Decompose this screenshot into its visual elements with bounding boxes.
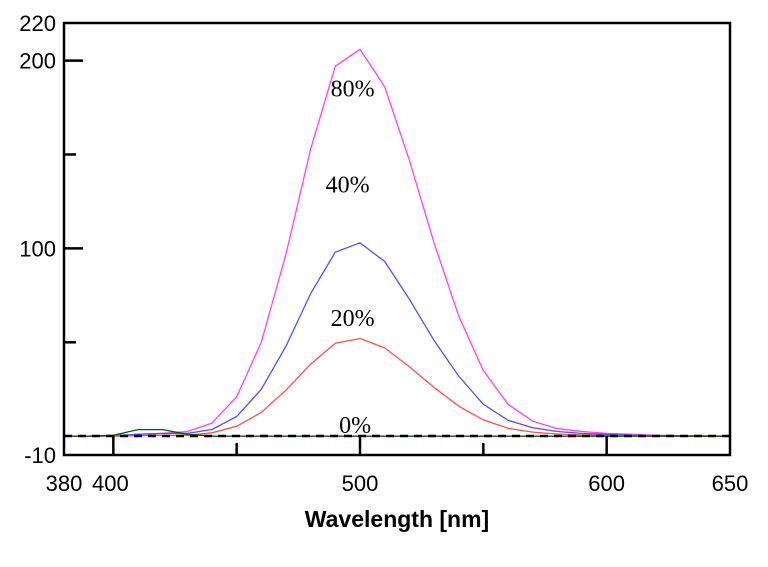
x-tick-label: 650 [712, 471, 749, 496]
curve-annotation: 40% [326, 173, 370, 199]
plot-frame [62, 21, 732, 457]
x-tick-label: 400 [92, 471, 129, 496]
curve-annotation: 20% [331, 306, 375, 332]
axis-ticks [64, 59, 608, 455]
curve-annotation: 80% [331, 77, 375, 103]
x-axis-label: Wavelength [nm] [305, 506, 489, 532]
series-lines [64, 48, 731, 437]
curve-annotation: 0% [339, 413, 371, 439]
tick-labels: 380 400 500 600 650 -10 100 200 220 [19, 11, 748, 496]
x-tick-label: 380 [46, 471, 83, 496]
series-line-40pct [64, 242, 731, 437]
series-line-0pct [64, 428, 730, 437]
y-tick-label: -10 [24, 443, 56, 468]
y-tick-label: 200 [19, 49, 56, 74]
x-tick-label: 600 [588, 471, 625, 496]
x-tick-label: 500 [342, 471, 379, 496]
series-line-80pct [64, 48, 731, 437]
y-tick-label: 220 [19, 11, 56, 36]
annotations: 80% 40% 20% 0% [326, 77, 375, 439]
series-line-20pct [64, 337, 730, 437]
y-tick-label: 100 [19, 236, 56, 261]
